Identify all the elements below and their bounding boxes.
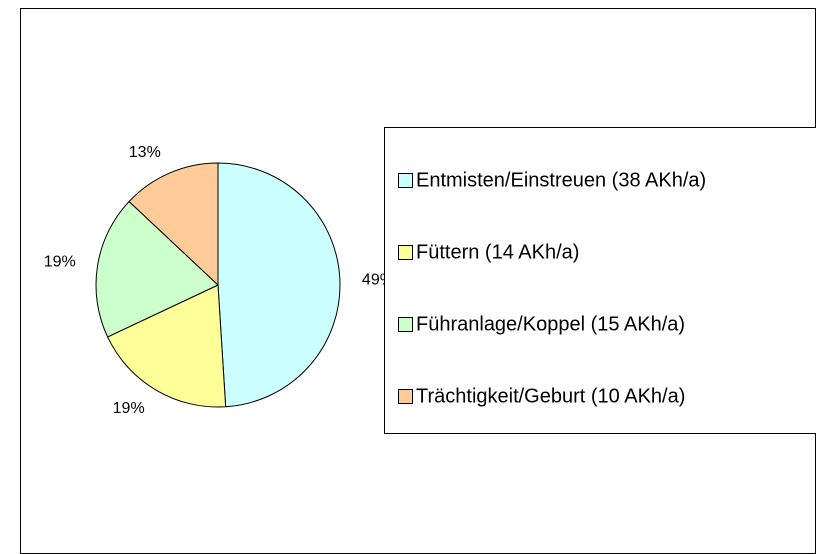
legend-entry: Trächtigkeit/Geburt (10 AKh/a) <box>416 385 685 407</box>
pie-slice <box>217 162 341 408</box>
legend-entry: Entmisten/Einstreuen (38 AKh/a) <box>416 169 706 191</box>
legend-swatch <box>398 245 413 260</box>
pie-slice <box>106 284 227 408</box>
legend-swatch <box>398 317 413 332</box>
pie-slice <box>128 162 219 287</box>
legend-entry: Führanlage/Koppel (15 AKh/a) <box>416 313 685 335</box>
pie-slice <box>95 200 219 338</box>
data-label: 13% <box>129 144 161 161</box>
legend-swatch <box>398 173 413 188</box>
legend-box <box>384 127 816 434</box>
legend-swatch <box>398 389 413 404</box>
legend-entry: Füttern (14 AKh/a) <box>416 241 579 263</box>
data-label: 19% <box>113 400 145 417</box>
data-label: 19% <box>44 254 76 271</box>
